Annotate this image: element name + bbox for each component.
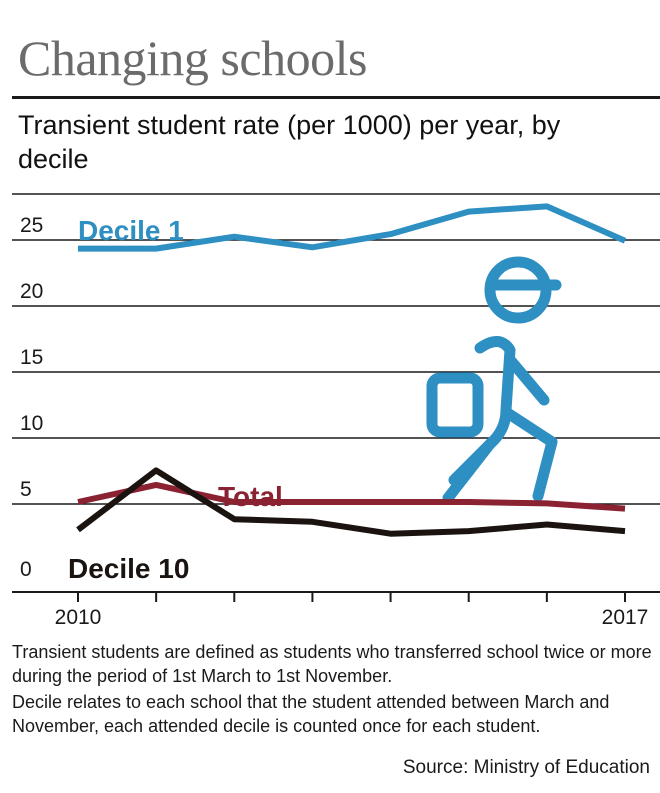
y-tick-label: 20: [20, 280, 43, 303]
series-line-total: [77, 481, 626, 512]
series-label: Decile 1: [78, 215, 184, 246]
y-tick-label: 5: [20, 478, 32, 501]
chart-title: Changing schools: [18, 30, 367, 86]
chart-subtitle: Transient student rate (per 1000) per ye…: [18, 110, 561, 174]
series-line-decile-1: [78, 203, 627, 252]
chart-grid: [12, 193, 660, 505]
series-line-decile-10: [76, 467, 626, 537]
series-label: Total: [218, 481, 283, 512]
series-labels: Decile 1 Total Decile 10: [68, 215, 283, 584]
x-axis: 2010 2017: [12, 591, 660, 629]
source-credit: Source: Ministry of Education: [402, 757, 650, 778]
y-axis-labels: 0 5 10 15 20 25: [20, 214, 43, 581]
y-tick-label: 0: [20, 558, 32, 581]
series-label: Decile 10: [68, 553, 189, 584]
y-tick-label: 10: [20, 412, 43, 435]
series-lines: [76, 203, 627, 537]
x-tick-label: 2010: [55, 606, 102, 629]
walking-student-icon: [426, 256, 562, 504]
y-tick-label: 25: [20, 214, 43, 237]
definition-note: Transient students are defined as studen…: [12, 642, 652, 686]
x-tick-label: 2017: [602, 606, 649, 629]
title-divider: [12, 96, 660, 99]
decile-note: Decile relates to each school that the s…: [12, 692, 610, 736]
y-tick-label: 15: [20, 346, 43, 369]
